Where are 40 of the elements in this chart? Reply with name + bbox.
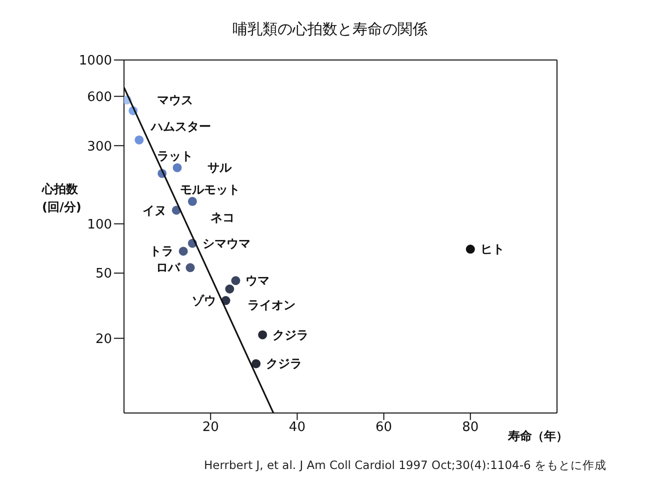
point <box>225 284 234 294</box>
point <box>186 263 195 272</box>
annotation: モルモット <box>180 182 240 196</box>
annotation: ウマ <box>246 274 270 288</box>
point <box>231 276 240 286</box>
annotation: ラット <box>157 148 194 163</box>
y-tick-label: 100 <box>87 217 112 232</box>
text: Herrbert J, et al. J Am Coll Cardiol 1997 Oct;30(4):1104-6 をもとに作成 <box>204 458 606 473</box>
chart-title: 哺乳類の心拍数と寿命の関係 <box>232 20 428 39</box>
annotation: トラ <box>149 244 174 258</box>
annotation: クジラ <box>266 356 302 371</box>
annotation: ライオン <box>248 298 296 312</box>
x-tick-label: 40 <box>288 420 306 436</box>
x-tick-label: 60 <box>376 420 392 436</box>
annotation: シマウマ <box>202 236 250 250</box>
annotation: イヌ <box>142 203 166 218</box>
annotation: クジラ <box>272 328 309 342</box>
y-tick-label: 50 <box>95 266 112 282</box>
y-tick-label: 600 <box>87 90 112 105</box>
x-axis-title: 寿命（年） <box>508 428 568 445</box>
annotation: ロバ <box>156 260 182 275</box>
point <box>134 135 144 144</box>
point <box>188 196 197 206</box>
point <box>172 163 182 172</box>
y-axis-title: 心拍数 (回/分) <box>42 181 82 216</box>
annotation: サル <box>207 160 232 175</box>
y-tick-label: 1000 <box>78 54 112 69</box>
annotation: ヒト <box>480 242 504 256</box>
x-tick-label: 80 <box>462 420 479 436</box>
annotation: マウス <box>157 92 194 107</box>
annotation: ゾウ <box>192 294 216 308</box>
annotation: ハムスター <box>150 120 212 134</box>
point <box>466 244 475 254</box>
point <box>178 246 188 256</box>
annotation: ネコ <box>210 210 234 224</box>
y-tick-label: 300 <box>87 139 112 154</box>
point <box>258 330 268 340</box>
y-tick-label: 20 <box>95 332 112 347</box>
point <box>252 359 261 368</box>
x-tick-label: 20 <box>202 420 219 436</box>
